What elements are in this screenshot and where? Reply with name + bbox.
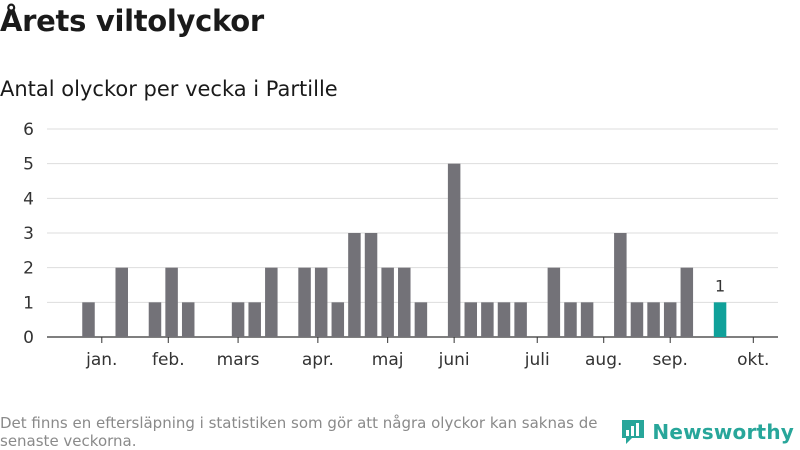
bar — [331, 302, 345, 337]
bar — [398, 267, 411, 337]
bar — [381, 267, 394, 337]
bar — [630, 302, 644, 337]
bar — [231, 302, 245, 337]
bar — [148, 302, 162, 337]
bar — [514, 302, 527, 337]
x-tick-label: aug. — [585, 350, 622, 370]
bar — [248, 302, 261, 337]
x-axis: jan. feb. mars apr. maj juni juli aug. sep. okt. — [85, 337, 769, 370]
bar — [265, 267, 278, 337]
chart-subtitle: Antal olyckor per vecka i Partille — [0, 77, 338, 101]
x-tick-label: jan. — [85, 350, 117, 370]
x-tick-label: juni — [438, 350, 470, 370]
brand: Newsworthy — [620, 418, 794, 446]
y-tick-label: 6 — [23, 120, 34, 140]
bar — [647, 302, 660, 337]
x-tick-label: okt. — [737, 350, 769, 370]
bar — [82, 302, 95, 337]
y-tick-label: 2 — [23, 259, 34, 279]
y-axis: 0 1 2 3 4 5 6 — [23, 120, 34, 348]
bar — [464, 302, 478, 337]
x-tick-label: maj — [372, 350, 404, 370]
bar — [181, 302, 195, 337]
x-tick-label: apr. — [302, 350, 334, 370]
bar — [580, 302, 594, 337]
y-tick-label: 3 — [23, 224, 34, 244]
y-tick-label: 4 — [23, 189, 34, 209]
bars — [82, 163, 727, 337]
newsworthy-logo-icon — [622, 420, 645, 444]
x-tick-label: juli — [524, 350, 550, 370]
footnote: Det finns en eftersläpning i statistiken… — [0, 414, 598, 450]
chart-title: Årets viltolyckor — [0, 4, 264, 38]
bar — [364, 233, 378, 337]
bar — [713, 302, 727, 337]
bar — [115, 267, 128, 337]
x-tick-label: mars — [217, 350, 260, 370]
bar — [447, 163, 461, 337]
bar — [165, 267, 178, 337]
bar — [614, 233, 627, 337]
bar — [481, 302, 494, 337]
x-tick-label: feb. — [152, 350, 185, 370]
y-tick-label: 5 — [23, 155, 34, 175]
data-labels: 1 — [715, 276, 725, 295]
bar — [414, 302, 428, 337]
bar — [564, 302, 577, 337]
y-tick-label: 1 — [23, 293, 34, 313]
brand-name: Newsworthy — [652, 420, 794, 444]
bar — [663, 302, 677, 337]
bar — [348, 233, 361, 337]
bar-chart: 0 1 2 3 4 5 6 1 jan. feb. mars apr. maj juni juli aug… — [23, 120, 778, 370]
bar — [298, 267, 311, 337]
x-tick-label: sep. — [652, 350, 688, 370]
bar — [680, 267, 694, 337]
y-tick-label: 0 — [23, 328, 34, 348]
bar — [547, 267, 561, 337]
data-label: 1 — [715, 276, 725, 295]
bar — [497, 302, 511, 337]
bar — [314, 267, 328, 337]
